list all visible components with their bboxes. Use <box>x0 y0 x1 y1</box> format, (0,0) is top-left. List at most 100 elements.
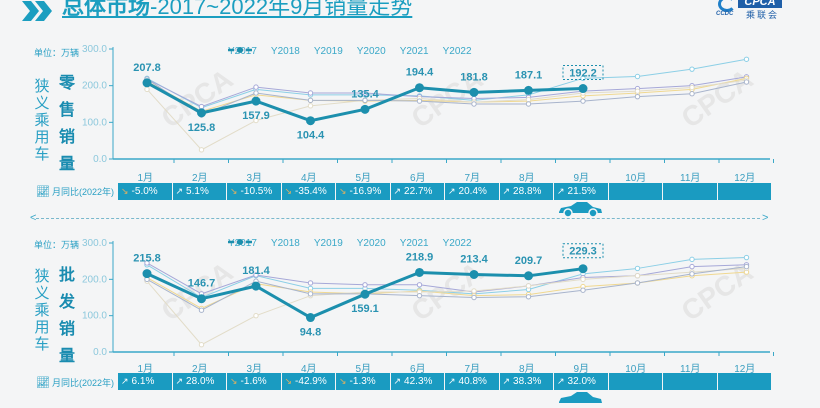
legend: Y2017Y2018Y2019Y2020Y2021Y2022 <box>228 46 472 57</box>
double-chevron-icon <box>22 1 52 21</box>
svg-text:300.0: 300.0 <box>82 44 107 55</box>
trend-down-icon: ↘ <box>230 376 238 386</box>
trend-chart-icon: 📈︎ <box>36 377 50 389</box>
yoy-cell: ↘ -1.3% <box>336 373 390 390</box>
yoy-cell: ↘ -1.6% <box>227 373 281 390</box>
yoy-cell: ↗ 28.8% <box>499 183 553 200</box>
month-label: 8月 <box>518 364 535 375</box>
legend-item: Y2020 <box>228 238 386 249</box>
trend-down-icon: ↘ <box>339 376 347 386</box>
month-label: 7月 <box>464 173 481 184</box>
yoy-cell: ↘ -42.9% <box>281 373 335 390</box>
svg-text:209.7: 209.7 <box>515 255 543 267</box>
logo-swirl-icon <box>718 0 736 12</box>
month-label: 2月 <box>191 173 208 184</box>
svg-text:146.7: 146.7 <box>188 278 216 290</box>
car-icon <box>559 202 602 218</box>
svg-text:181.8: 181.8 <box>460 71 488 83</box>
yoy-cell: ↘ -10.5% <box>227 183 281 200</box>
trend-down-icon: ↘ <box>339 186 347 196</box>
yoy-cell: ↘ -5.0% <box>118 183 172 200</box>
legend-item: Y2019 <box>228 238 343 249</box>
page-title: 总体市场-2017~2022年9月销量走势 <box>62 0 413 19</box>
month-label: 11月 <box>680 364 701 375</box>
month-label: 4月 <box>300 173 317 184</box>
month-label: 12月 <box>734 173 756 184</box>
yoy-cell <box>717 183 771 200</box>
yoy-cell: ↗ 42.3% <box>390 373 444 390</box>
side-label: 狭义乘用车 <box>34 78 50 163</box>
title-bar: 总体市场-2017~2022年9月销量走势 <box>22 0 412 22</box>
yoy-cell: ↗ 28.0% <box>172 373 226 390</box>
svg-text:213.4: 213.4 <box>460 253 488 265</box>
month-axis-labels: 1月 2月 3月 4月 5月 6月 7月 8月 9月 10月 11月 12月 <box>118 360 772 375</box>
svg-text:207.8: 207.8 <box>133 62 161 74</box>
month-label: 5月 <box>355 173 372 184</box>
trend-down-icon: ↘ <box>284 376 293 386</box>
month-axis-labels: 1月 2月 3月 4月 5月 6月 7月 8月 9月 10月 11月 12月 <box>118 169 772 184</box>
trend-up-icon: ↗ <box>175 376 184 386</box>
type-label: 批发销量 <box>58 267 75 365</box>
month-label: 9月 <box>573 173 590 184</box>
month-label: 2月 <box>191 364 208 375</box>
yoy-label: 📈︎ 月同比(2022年) <box>36 377 114 389</box>
month-label: 1月 <box>137 364 154 375</box>
legend-item: Y2022 <box>228 238 472 249</box>
month-label: 10月 <box>625 173 647 184</box>
svg-text:0.0: 0.0 <box>93 347 107 358</box>
type-label: 零售销量 <box>58 75 75 173</box>
svg-text:194.4: 194.4 <box>406 67 434 79</box>
month-label: 6月 <box>409 173 426 184</box>
trend-up-icon: ↗ <box>557 186 565 196</box>
yoy-cell: ↗ 22.7% <box>390 183 444 200</box>
month-label: 6月 <box>409 364 426 375</box>
svg-text:104.4: 104.4 <box>297 130 325 142</box>
month-label: 3月 <box>246 173 263 184</box>
month-label: 3月 <box>246 364 263 375</box>
legend-item: Y2018 <box>228 238 300 249</box>
trend-up-icon: ↗ <box>175 186 184 196</box>
unit-label: 单位：万辆 <box>34 240 80 250</box>
yoy-cell <box>608 183 662 200</box>
trend-down-icon: ↘ <box>121 186 129 196</box>
yoy-cell: ↘ -16.9% <box>336 183 390 200</box>
side-label: 狭义乘用车 <box>34 268 50 353</box>
svg-text:215.8: 215.8 <box>133 253 161 265</box>
yoy-cell: ↗ 38.3% <box>499 373 553 390</box>
trend-up-icon: ↗ <box>557 376 565 386</box>
yoy-cell: ↗ 32.0% <box>554 373 608 390</box>
svg-text:229.3: 229.3 <box>569 246 597 258</box>
month-label: 8月 <box>518 173 535 184</box>
legend-item: Y2021 <box>228 238 429 249</box>
section-divider <box>36 218 760 219</box>
car-icon <box>559 392 602 403</box>
svg-text:159.1: 159.1 <box>351 303 379 315</box>
trend-down-icon: ↘ <box>284 186 293 196</box>
yoy-cell: ↗ 5.1% <box>172 183 226 200</box>
yoy-cell <box>663 183 717 200</box>
trend-up-icon: ↗ <box>448 186 456 196</box>
svg-text:94.8: 94.8 <box>300 327 321 339</box>
arrow-right-icon: > <box>762 212 769 224</box>
trend-up-icon: ↗ <box>448 376 456 386</box>
month-label: 4月 <box>300 364 317 375</box>
yoy-cell: ↗ 20.4% <box>445 183 499 200</box>
svg-text:100.0: 100.0 <box>82 117 107 128</box>
trend-up-icon: ↗ <box>121 376 129 386</box>
month-label: 9月 <box>573 364 590 375</box>
yoy-cell <box>663 373 717 390</box>
svg-text:192.2: 192.2 <box>569 68 597 80</box>
yoy-row: ↗ 6.1% ↗ 28.0% ↘ -1.6% ↘ -42.9% ↘ -1.3% ↗ 42.3% ↗ 40.… <box>118 373 772 390</box>
cpca-logo: CPCA 乘联会 CCDC <box>716 0 786 22</box>
svg-text:100.0: 100.0 <box>82 311 107 322</box>
svg-text:157.9: 157.9 <box>242 110 270 122</box>
yoy-cell: ↗ 40.8% <box>445 373 499 390</box>
trend-chart-icon: 📈︎ <box>36 186 50 198</box>
yoy-cell <box>608 373 662 390</box>
legend: Y2017Y2018Y2019Y2020Y2021Y2022 <box>228 238 472 249</box>
svg-text:181.4: 181.4 <box>242 265 270 277</box>
svg-text:125.8: 125.8 <box>188 122 216 134</box>
yoy-label: 📈︎ 月同比(2022年) <box>36 186 114 198</box>
